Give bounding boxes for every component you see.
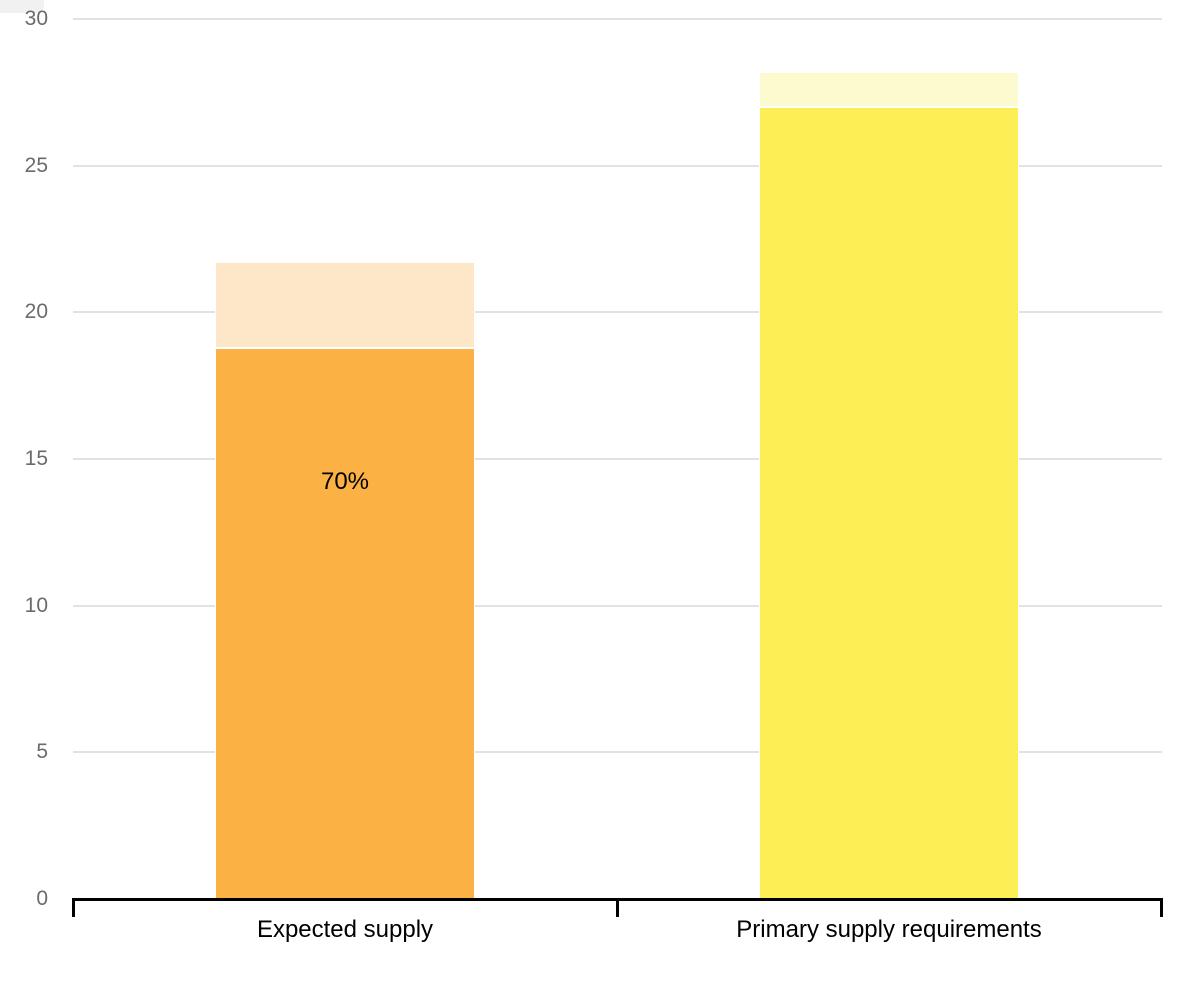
y-gridline (73, 18, 1162, 20)
x-axis-tick (1160, 898, 1163, 917)
bar-segment-main[interactable] (215, 347, 475, 899)
y-gridline (73, 458, 1162, 460)
y-axis-tick-label: 5 (36, 740, 48, 764)
y-axis-tick-label: 30 (24, 7, 48, 30)
bar-value-label: 70% (320, 468, 370, 496)
y-axis-tick-label: 15 (24, 447, 48, 470)
y-axis-tick-label: 25 (24, 153, 48, 177)
bar-segment-top[interactable] (759, 71, 1019, 107)
bar-segment-top[interactable] (215, 262, 475, 348)
y-gridline (73, 604, 1162, 607)
corner-artifact (0, 0, 44, 13)
x-axis-category-label: Expected supply (256, 916, 434, 943)
y-gridline (73, 164, 1162, 167)
y-gridline (73, 751, 1162, 754)
bar-segment-main[interactable] (759, 107, 1019, 899)
y-axis-tick-label: 10 (24, 593, 48, 617)
y-gridline (73, 311, 1162, 314)
y-axis-tick-label: 20 (24, 300, 48, 324)
x-axis-tick (72, 898, 75, 917)
x-axis-tick (616, 898, 619, 917)
x-axis-category-label: Primary supply requirements (736, 916, 1042, 943)
y-axis-tick-label: 0 (36, 887, 48, 910)
